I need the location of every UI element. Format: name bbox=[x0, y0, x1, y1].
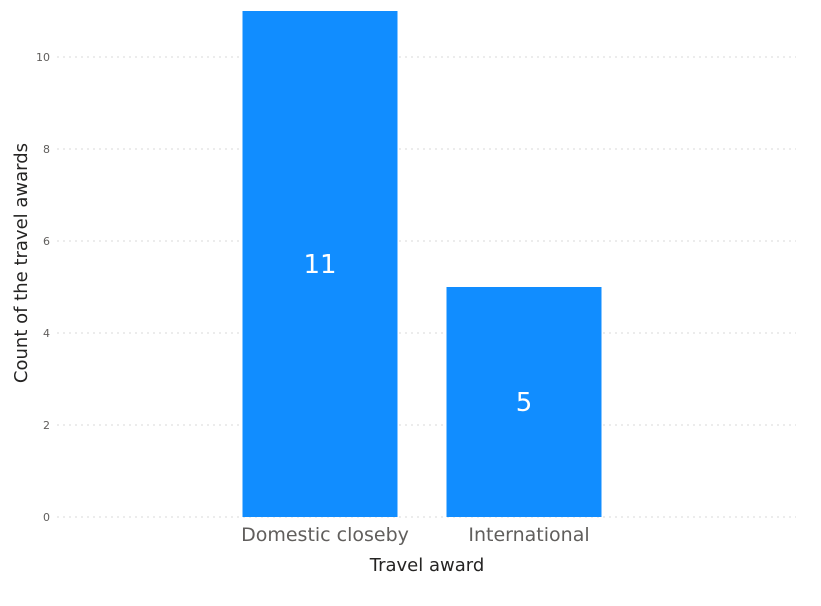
bar-1[interactable] bbox=[446, 287, 602, 517]
gridlines bbox=[57, 56, 796, 518]
bars bbox=[242, 11, 602, 517]
bar-0[interactable] bbox=[242, 11, 398, 517]
y-tick-label: 4 bbox=[43, 327, 50, 340]
data-label-0: 11 bbox=[303, 250, 336, 280]
x-axis-categories: Domestic closeby International bbox=[241, 524, 590, 546]
data-labels: 11 5 bbox=[303, 250, 532, 418]
y-tick-label: 0 bbox=[43, 511, 50, 524]
x-axis-title: Travel award bbox=[369, 555, 485, 576]
y-axis-title: Count of the travel awards bbox=[11, 143, 32, 383]
y-tick-label: 10 bbox=[36, 51, 50, 64]
x-category-label-0: Domestic closeby bbox=[241, 524, 409, 546]
y-tick-label: 6 bbox=[43, 235, 50, 248]
y-tick-label: 8 bbox=[43, 143, 50, 156]
data-label-1: 5 bbox=[516, 388, 533, 418]
y-tick-label: 2 bbox=[43, 419, 50, 432]
x-category-label-1: International bbox=[468, 524, 589, 546]
y-axis-ticks: 0 2 4 6 8 10 bbox=[36, 51, 50, 524]
